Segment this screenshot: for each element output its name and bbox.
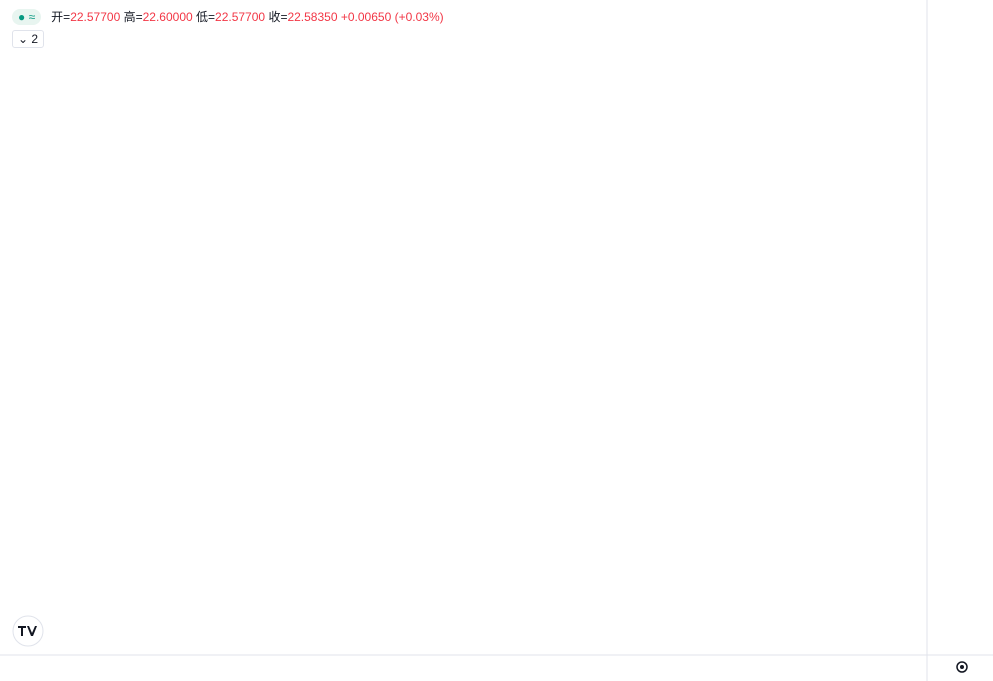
visibility-toggle[interactable]: ● ≈ bbox=[12, 8, 42, 25]
legend-text: 高= bbox=[123, 10, 143, 24]
legend-text: 22.57700 bbox=[215, 10, 266, 24]
ohlc-values: 开=22.57700 高=22.60000 低=22.57700 收=22.58… bbox=[47, 6, 448, 27]
legend-text: 低= bbox=[196, 10, 216, 24]
legend-text: 收= bbox=[268, 10, 288, 24]
legend-text: 开= bbox=[51, 10, 71, 24]
legend-text: 22.60000 bbox=[142, 10, 193, 24]
legend-text: 22.57700 bbox=[70, 10, 121, 24]
time-axis bbox=[0, 655, 927, 681]
logo[interactable] bbox=[12, 615, 44, 647]
legend-text: +0.00650 (+0.03%) bbox=[340, 10, 444, 24]
legend-text: 22.58350 bbox=[287, 10, 338, 24]
legend: ● ≈ 开=22.57700 高=22.60000 低=22.57700 收=2… bbox=[12, 6, 448, 27]
indicator-count: 2 bbox=[31, 32, 39, 46]
indicator-toggle[interactable]: ⌄ 2 bbox=[12, 30, 45, 48]
price-axis bbox=[927, 0, 993, 681]
settings-button[interactable] bbox=[956, 661, 968, 673]
